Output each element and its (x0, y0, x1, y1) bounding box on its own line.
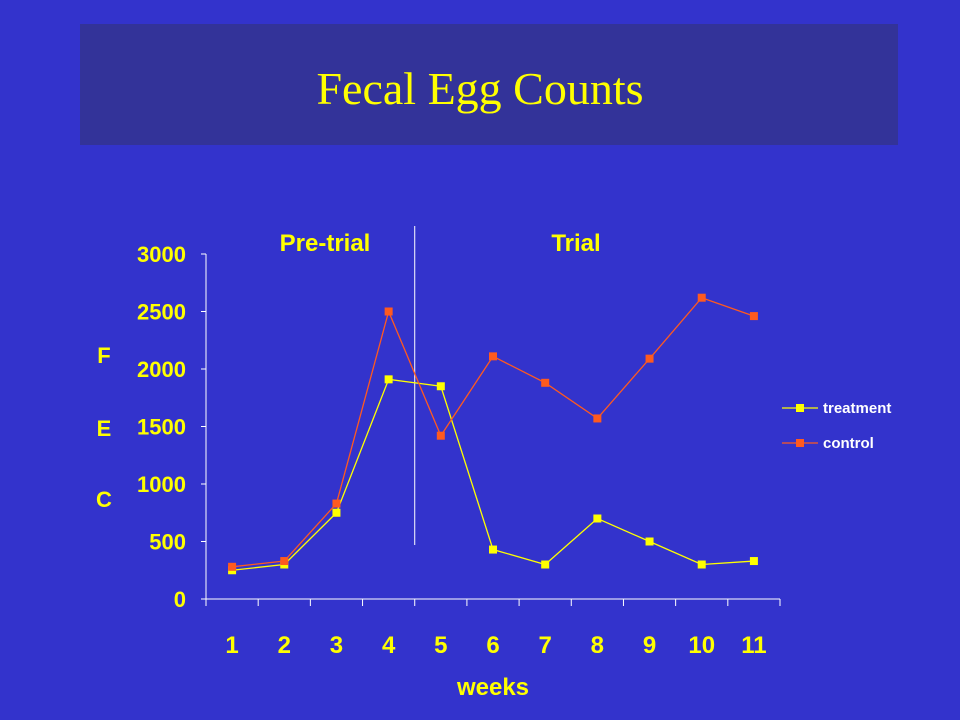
data-point-control (541, 378, 550, 387)
x-axis-title: weeks (456, 674, 529, 701)
data-point-control (228, 562, 237, 571)
series-line-treatment (232, 378, 754, 571)
y-axis-title-letter: C (96, 487, 112, 512)
y-tick-label: 1000 (137, 472, 186, 497)
x-tick-label: 1 (225, 632, 238, 659)
data-point-treatment (697, 560, 706, 569)
data-point-control (280, 557, 289, 566)
data-point-treatment (645, 537, 654, 546)
legend-marker-treatment (796, 404, 804, 412)
series-control (228, 293, 758, 571)
data-point-treatment (749, 557, 758, 566)
legend-label-control: control (823, 435, 874, 452)
x-tick-label: 11 (741, 632, 766, 659)
y-tick-label: 500 (149, 530, 186, 555)
data-point-treatment (593, 514, 602, 523)
data-point-control (436, 431, 445, 440)
data-point-treatment (436, 382, 445, 391)
data-point-treatment (332, 508, 341, 517)
x-tick-label: 3 (330, 632, 343, 659)
legend-marker-control (796, 439, 804, 447)
slide-title: Fecal Egg Counts (316, 63, 644, 114)
period-label-trial: Trial (551, 230, 600, 257)
data-point-control (489, 352, 497, 361)
data-point-control (593, 414, 602, 423)
data-point-control (697, 293, 706, 302)
x-tick-label: 8 (591, 632, 604, 659)
legend-label-treatment: treatment (823, 400, 891, 417)
y-axis-title-letter: E (97, 416, 112, 441)
period-label-pre-trial: Pre-trial (280, 230, 371, 257)
x-tick-label: 2 (278, 632, 291, 659)
x-tick-label: 9 (643, 632, 656, 659)
x-tick-label: 5 (434, 632, 447, 659)
x-tick-label: 4 (382, 632, 396, 659)
y-axis-title-letter: F (97, 343, 110, 368)
data-point-control (332, 499, 341, 508)
data-point-treatment (489, 545, 497, 554)
data-point-control (645, 354, 654, 363)
data-point-treatment (541, 560, 550, 569)
y-tick-label: 2500 (137, 300, 186, 325)
y-tick-label: 1500 (137, 415, 186, 440)
data-point-control (384, 307, 393, 316)
data-point-control (749, 312, 758, 321)
title-band (80, 24, 898, 145)
y-tick-label: 0 (174, 587, 186, 612)
x-tick-label: 6 (486, 632, 499, 659)
series-treatment (228, 375, 758, 575)
x-tick-label: 10 (688, 632, 715, 659)
data-point-treatment (384, 375, 393, 384)
series-line-control (232, 296, 755, 568)
y-tick-label: 2000 (137, 357, 186, 382)
x-tick-label: 7 (539, 632, 552, 659)
y-tick-label: 3000 (137, 242, 186, 267)
